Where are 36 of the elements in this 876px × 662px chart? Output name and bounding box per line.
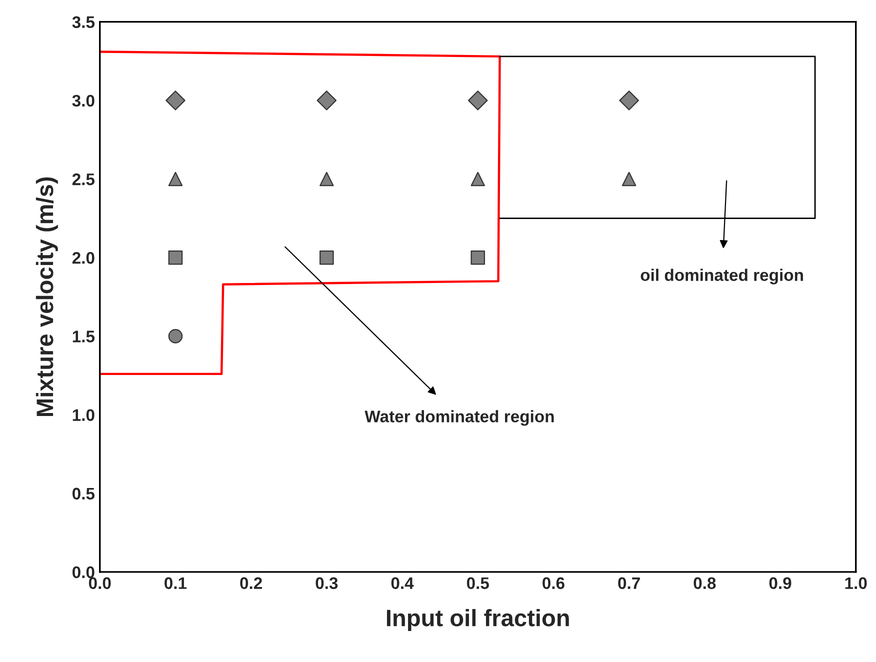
point	[168, 172, 183, 186]
x-tick-label: 0.0	[88, 577, 111, 590]
y-tick-label: 0.5	[72, 488, 95, 500]
x-tick-label: 0.8	[694, 577, 716, 590]
y-tick-label: 0.0	[72, 566, 94, 578]
x-tick-label: 0.3	[316, 577, 338, 590]
point	[166, 90, 186, 110]
line-series	[100, 50, 501, 376]
point	[320, 250, 334, 265]
point	[168, 250, 183, 265]
point	[619, 90, 639, 110]
x-tick-label: 1.0	[845, 577, 867, 590]
y-tick-label: 3.0	[72, 94, 94, 107]
x-tick-label: 0.9	[769, 577, 792, 590]
point	[470, 172, 485, 186]
x-tick-label: 0.2	[240, 577, 262, 590]
x-tick-label: 0.7	[618, 577, 640, 590]
x-tick-label: 0.5	[466, 577, 489, 590]
y-tick-label: 1.0	[72, 409, 94, 421]
y-tick-label: 3.5	[72, 16, 95, 28]
x-tick-label: 0.4	[391, 577, 414, 590]
point	[320, 172, 334, 186]
x-tick-label: 0.6	[542, 577, 564, 590]
annotation: Water dominated region	[364, 410, 554, 426]
annotation: oil dominated region	[640, 268, 803, 284]
x-tick-label: 0.1	[164, 577, 187, 590]
y-tick-label: 2.5	[72, 173, 95, 186]
point	[622, 172, 636, 186]
y-tick-label: 1.5	[72, 330, 95, 342]
point	[470, 250, 485, 265]
point	[468, 90, 488, 110]
y-tick-label: 2.0	[72, 252, 94, 264]
point	[316, 90, 337, 110]
point	[168, 329, 183, 344]
y-axis-title: Mixture velocity (m/s)	[36, 177, 58, 416]
x-axis-title: Input oil fraction	[386, 609, 569, 632]
